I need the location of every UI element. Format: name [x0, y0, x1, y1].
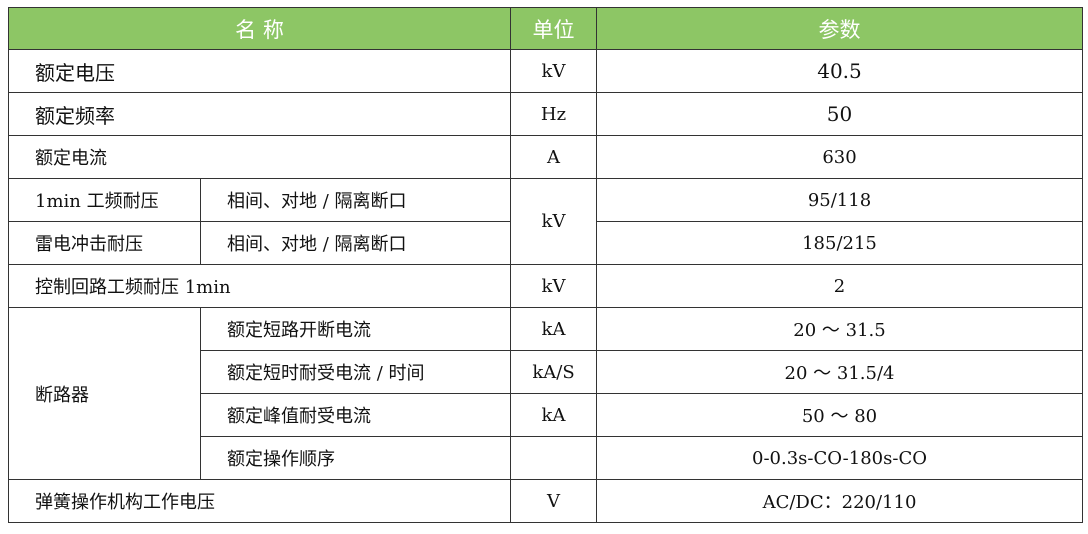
table-row: 额定频率 Hz 50 [8, 92, 1083, 136]
table-row: 断路器 额定短路开断电流 kA 20 ～ 31.5 [8, 307, 1083, 480]
header-name: 名 称 [8, 7, 511, 50]
row-unit: kA [510, 393, 597, 437]
row-unit: kV [510, 178, 597, 265]
row-sub: 额定短时耐受电流 / 时间 [200, 350, 511, 394]
row-value: AC/DC：220/110 [596, 479, 1083, 523]
header-row: 名 称 单位 参数 [8, 7, 1083, 50]
row-value: 2 [596, 264, 1083, 308]
row-unit: kA/S [510, 350, 597, 394]
row-name: 额定频率 [8, 92, 511, 136]
table-row: 弹簧操作机构工作电压 V AC/DC：220/110 [8, 479, 1083, 523]
table-row: 控制回路工频耐压 1min kV 2 [8, 264, 1083, 308]
table-row: 额定电流 A 630 [8, 135, 1083, 179]
parameter-table: 名 称 单位 参数 额定电压 kV 40.5 额定频率 Hz 50 额定电流 A… [8, 7, 1083, 523]
row-unit: A [510, 135, 597, 179]
header-param: 参数 [596, 7, 1083, 50]
row-unit [510, 436, 597, 480]
row-name: 弹簧操作机构工作电压 [8, 479, 511, 523]
table-row: 1min 工频耐压 相间、对地 / 隔离断口 kV 95/118 [8, 178, 1083, 265]
row-unit: V [510, 479, 597, 523]
row-name: 断路器 [8, 307, 201, 480]
row-sub: 相间、对地 / 隔离断口 [200, 178, 511, 222]
row-value: 20 ～ 31.5 [596, 307, 1083, 351]
row-sub: 相间、对地 / 隔离断口 [200, 221, 511, 265]
row-value: 20 ～ 31.5/4 [596, 350, 1083, 394]
row-unit: kA [510, 307, 597, 351]
row-unit: kV [510, 49, 597, 93]
row-value: 50 [596, 92, 1083, 136]
table-row: 雷电冲击耐压 相间、对地 / 隔离断口 185/215 [8, 221, 1083, 265]
row-name: 1min 工频耐压 [8, 178, 201, 222]
table-row: 额定峰值耐受电流 kA 50 ～ 80 [9, 393, 1083, 437]
table-row: 额定操作顺序 0-0.3s-CO-180s-CO [9, 436, 1083, 480]
row-unit: Hz [510, 92, 597, 136]
table-row: 额定电压 kV 40.5 [8, 49, 1083, 93]
row-value: 95/118 [596, 178, 1083, 222]
row-value: 50 ～ 80 [596, 393, 1083, 437]
row-sub: 额定操作顺序 [200, 436, 511, 480]
row-value: 185/215 [596, 221, 1083, 265]
row-name: 控制回路工频耐压 1min [8, 264, 511, 308]
row-name: 额定电压 [8, 49, 511, 93]
row-value: 40.5 [596, 49, 1083, 93]
row-name: 额定电流 [8, 135, 511, 179]
table-row: 额定短时耐受电流 / 时间 kA/S 20 ～ 31.5/4 [9, 350, 1083, 394]
row-unit: kV [510, 264, 597, 308]
header-unit: 单位 [510, 7, 597, 50]
row-sub: 额定峰值耐受电流 [200, 393, 511, 437]
row-sub: 额定短路开断电流 [200, 307, 511, 351]
row-name: 雷电冲击耐压 [8, 221, 201, 265]
row-value: 630 [596, 135, 1083, 179]
row-value: 0-0.3s-CO-180s-CO [596, 436, 1083, 480]
